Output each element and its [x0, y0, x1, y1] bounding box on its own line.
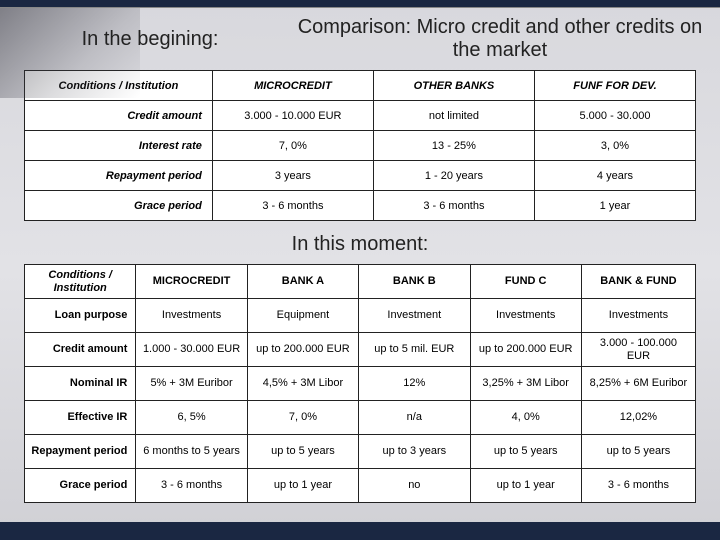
- row-label: Loan purpose: [25, 299, 136, 333]
- decorative-shadow: [0, 8, 140, 98]
- cell: 4,5% + 3M Libor: [247, 367, 358, 401]
- table-row: Repayment period6 months to 5 yearsup to…: [25, 435, 696, 469]
- cell: 1 year: [534, 191, 695, 221]
- col-header: MICROCREDIT: [136, 265, 247, 299]
- cell: 3.000 - 10.000 EUR: [212, 101, 373, 131]
- col-header: BANK A: [247, 265, 358, 299]
- table-row: Interest rate7, 0%13 - 25%3, 0%: [25, 131, 696, 161]
- cell: 5.000 - 30.000: [534, 101, 695, 131]
- cell: Equipment: [247, 299, 358, 333]
- table-row: Nominal IR5% + 3M Euribor4,5% + 3M Libor…: [25, 367, 696, 401]
- cell: up to 5 years: [247, 435, 358, 469]
- cell: 1.000 - 30.000 EUR: [136, 333, 247, 367]
- row-label: Nominal IR: [25, 367, 136, 401]
- cell: 8,25% + 6M Euribor: [581, 367, 695, 401]
- cell: up to 5 years: [581, 435, 695, 469]
- cell: up to 3 years: [359, 435, 470, 469]
- table-row: Grace period3 - 6 monthsup to 1 yearnoup…: [25, 469, 696, 503]
- col-header: FUNF FOR DEV.: [534, 71, 695, 101]
- cell: 7, 0%: [247, 401, 358, 435]
- row-label: Grace period: [25, 191, 213, 221]
- heading-right: Comparison: Micro credit and other credi…: [290, 16, 710, 62]
- cell: 3 - 6 months: [212, 191, 373, 221]
- table-row: Credit amount3.000 - 10.000 EURnot limit…: [25, 101, 696, 131]
- bottom-bar: [0, 522, 720, 540]
- cell: 3,25% + 3M Libor: [470, 367, 581, 401]
- cell: 6 months to 5 years: [136, 435, 247, 469]
- cell: 3 - 6 months: [373, 191, 534, 221]
- table-row: Repayment period3 years1 - 20 years4 yea…: [25, 161, 696, 191]
- cell: 3 - 6 months: [136, 469, 247, 503]
- col-header: OTHER BANKS: [373, 71, 534, 101]
- cell: 13 - 25%: [373, 131, 534, 161]
- cell: up to 5 mil. EUR: [359, 333, 470, 367]
- cell: 3 years: [212, 161, 373, 191]
- table2-wrap: Conditions / InstitutionMICROCREDITBANK …: [0, 260, 720, 509]
- col-header: BANK & FUND: [581, 265, 695, 299]
- table-row: Effective IR6, 5%7, 0%n/a4, 0%12,02%: [25, 401, 696, 435]
- cell: 6, 5%: [136, 401, 247, 435]
- cell: not limited: [373, 101, 534, 131]
- cell: Investments: [470, 299, 581, 333]
- cell: 7, 0%: [212, 131, 373, 161]
- cell: up to 1 year: [247, 469, 358, 503]
- table-row: Loan purposeInvestmentsEquipmentInvestme…: [25, 299, 696, 333]
- cell: up to 1 year: [470, 469, 581, 503]
- table-row: Credit amount1.000 - 30.000 EURup to 200…: [25, 333, 696, 367]
- col-header-conditions: Conditions / Institution: [25, 265, 136, 299]
- cell: no: [359, 469, 470, 503]
- table-current: Conditions / InstitutionMICROCREDITBANK …: [24, 264, 696, 503]
- row-label: Repayment period: [25, 161, 213, 191]
- cell: Investments: [581, 299, 695, 333]
- cell: 3 - 6 months: [581, 469, 695, 503]
- cell: Investments: [136, 299, 247, 333]
- cell: 5% + 3M Euribor: [136, 367, 247, 401]
- col-header: MICROCREDIT: [212, 71, 373, 101]
- cell: n/a: [359, 401, 470, 435]
- row-label: Credit amount: [25, 333, 136, 367]
- heading-left: In the begining:: [10, 28, 290, 51]
- cell: Investment: [359, 299, 470, 333]
- cell: 12%: [359, 367, 470, 401]
- cell: 1 - 20 years: [373, 161, 534, 191]
- row-label: Grace period: [25, 469, 136, 503]
- cell: 12,02%: [581, 401, 695, 435]
- table-row: Grace period3 - 6 months3 - 6 months1 ye…: [25, 191, 696, 221]
- cell: 3, 0%: [534, 131, 695, 161]
- row-label: Effective IR: [25, 401, 136, 435]
- col-header: FUND C: [470, 265, 581, 299]
- row-label: Repayment period: [25, 435, 136, 469]
- heading-mid: In this moment:: [0, 227, 720, 260]
- cell: up to 200.000 EUR: [247, 333, 358, 367]
- cell: up to 200.000 EUR: [470, 333, 581, 367]
- row-label: Interest rate: [25, 131, 213, 161]
- cell: 3.000 - 100.000 EUR: [581, 333, 695, 367]
- col-header: BANK B: [359, 265, 470, 299]
- cell: 4, 0%: [470, 401, 581, 435]
- top-bar: [0, 0, 720, 8]
- cell: up to 5 years: [470, 435, 581, 469]
- cell: 4 years: [534, 161, 695, 191]
- row-label: Credit amount: [25, 101, 213, 131]
